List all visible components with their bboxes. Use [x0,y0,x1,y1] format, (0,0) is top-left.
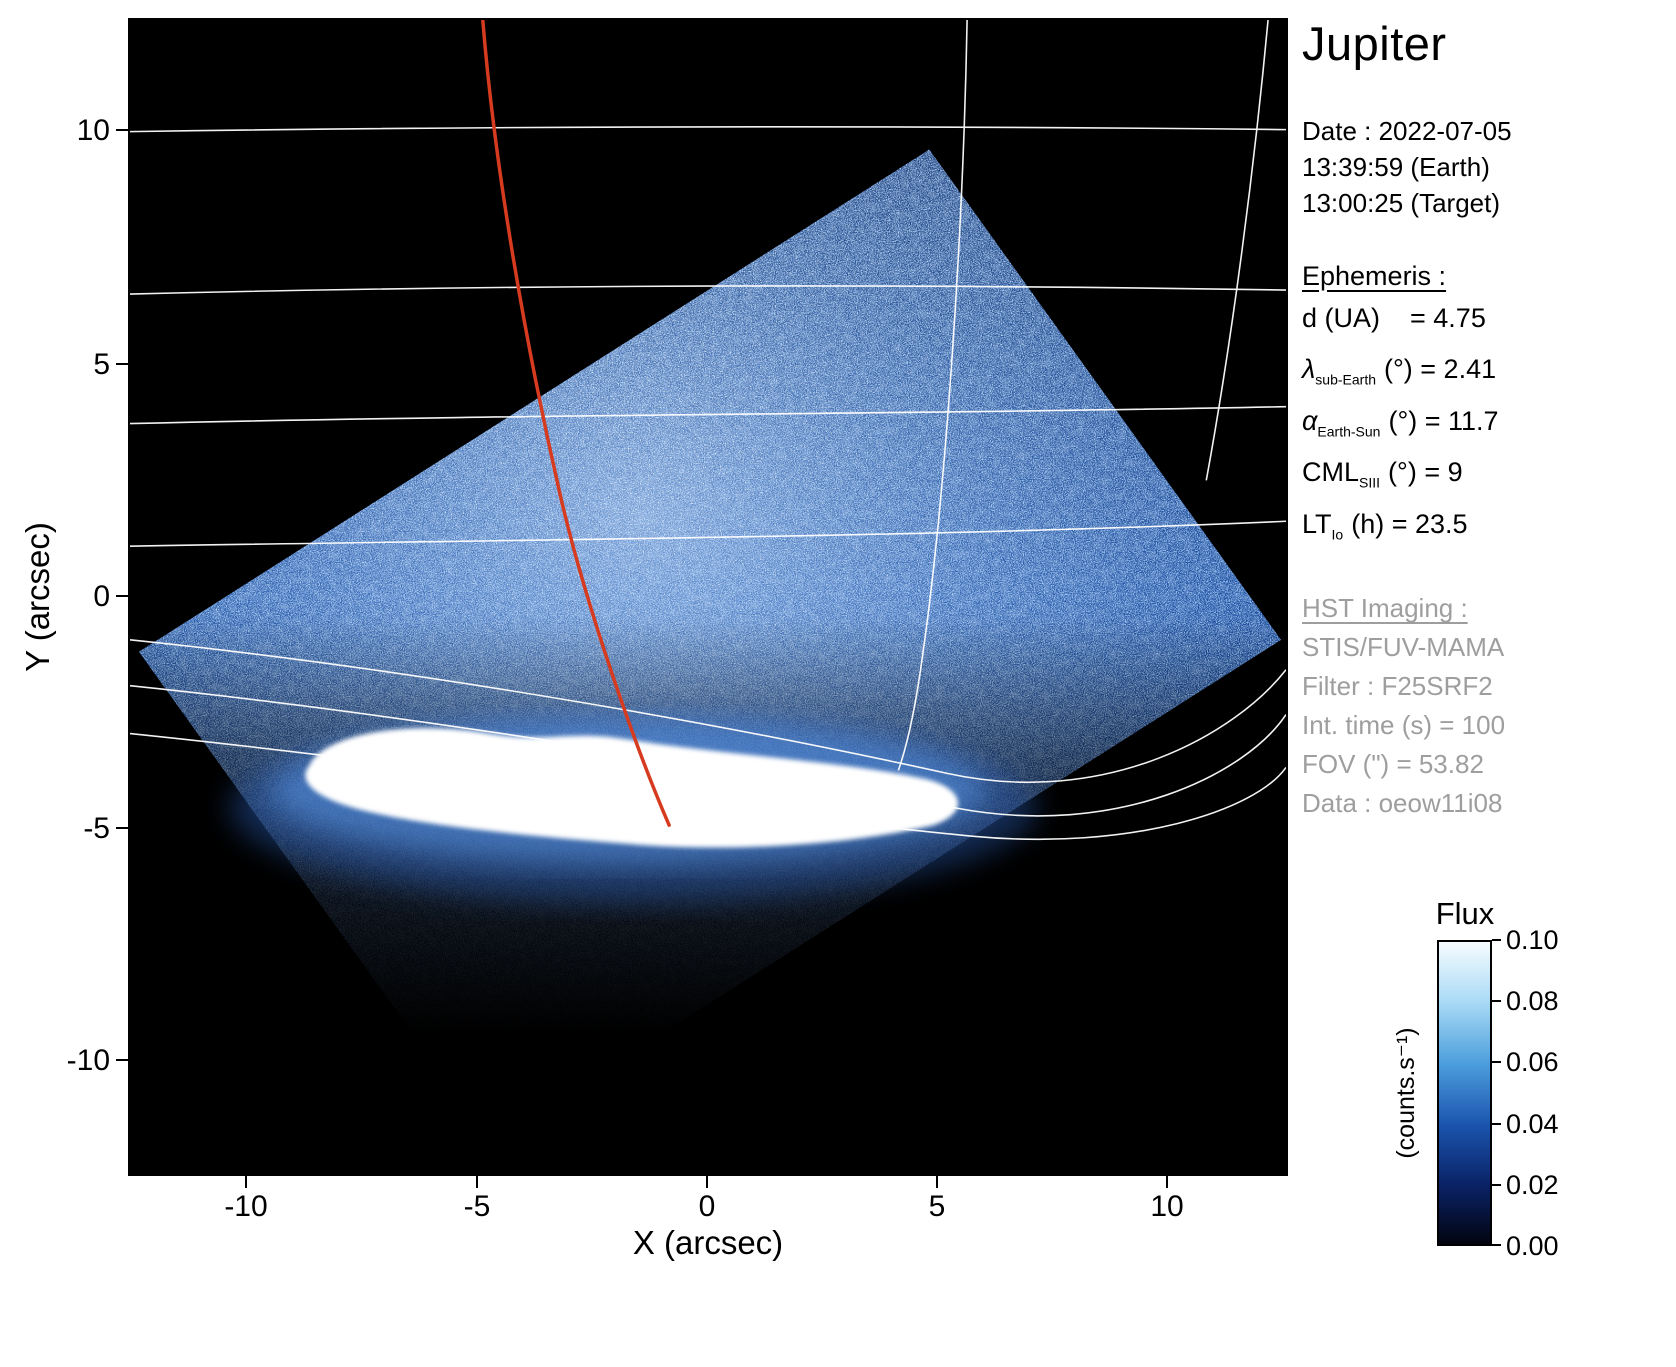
y-tick [116,129,128,131]
ephemeris-subscript: SIII [1359,474,1381,491]
hst-integration-time: Int. time (s) = 100 [1302,709,1506,740]
latitude-line [130,285,1286,295]
x-tick [245,1176,247,1188]
colorbar-tick [1492,1061,1501,1063]
ephemeris-value: (°) = 9 [1388,457,1463,488]
y-tick-label: 5 [93,348,110,381]
date-label: Date : 2022-07-05 [1302,116,1512,146]
ephemeris-symbol: d (UA) [1302,303,1381,333]
x-tick [1166,1176,1168,1188]
latitude-line [130,405,1286,425]
plot-area [128,18,1288,1176]
hst-fov: FOV (") = 53.82 [1302,748,1484,779]
y-tick-label: 0 [93,580,110,613]
x-tick [936,1176,938,1188]
ephemeris-symbol: λ [1302,354,1316,385]
y-axis-label: Y (arcsec) [19,522,56,672]
hst-instrument: STIS/FUV-MAMA [1302,631,1505,662]
graticule [130,20,1286,841]
hst-data-id: Data : oeow11i08 [1302,787,1503,818]
colorbar-tick [1492,1244,1501,1246]
y-tick [116,595,128,597]
limb-line [130,684,1286,817]
colorbar-title: Flux [1435,896,1495,931]
latitude-line [130,126,1286,133]
info-panel: Jupiter Date : 2022-07-05 13:39:59 (Eart… [1302,16,1674,823]
colorbar-tick [1492,1184,1501,1186]
observation-time-block: Date : 2022-07-05 13:39:59 (Earth) 13:00… [1302,113,1674,221]
colorbar-tick [1492,1123,1501,1125]
time-earth: 13:39:59 (Earth) [1302,152,1490,182]
y-tick [116,363,128,365]
ephemeris-value: (°) = 11.7 [1388,405,1499,436]
meridian-line [897,20,968,771]
ephemeris-symbol: LT [1302,508,1332,539]
colorbar-tick-label: 0.02 [1506,1170,1559,1200]
ephemeris-value: (h) = 23.5 [1351,508,1468,539]
ephemeris-line-phase-angle: αEarth-Sun (°) = 11.7 [1302,401,1674,452]
ephemeris-heading: Ephemeris : [1302,261,1447,291]
meridian-line [1205,20,1269,481]
x-tick-label: -10 [224,1190,268,1223]
colorbar-tick-label: 0.04 [1506,1109,1559,1139]
hst-imaging-block: HST Imaging : STIS/FUV-MAMA Filter : F25… [1302,589,1674,823]
x-tick-label: 5 [928,1190,946,1223]
ephemeris-subscript: sub-Earth [1315,371,1376,388]
y-tick [116,1059,128,1061]
limb-line [130,732,1286,841]
y-tick-label: -5 [83,812,110,845]
x-tick-label: 0 [698,1190,716,1223]
colorbar-tick [1492,1000,1501,1002]
colorbar-tick [1492,939,1501,941]
ephemeris-line-local-time-io: LTIo (h) = 23.5 [1302,504,1674,555]
ephemeris-value: (°) = 2.41 [1384,354,1497,385]
hst-filter: Filter : F25SRF2 [1302,670,1493,701]
y-tick-label: -10 [66,1044,110,1077]
y-tick [116,827,128,829]
x-tick-label: 10 [1150,1190,1184,1223]
ephemeris-symbol: α [1302,405,1318,436]
colorbar-tick-label: 0.06 [1506,1047,1559,1077]
time-target: 13:00:25 (Target) [1302,188,1501,218]
ephemeris-subscript: Io [1331,525,1344,542]
x-axis-label: X (arcsec) [632,1224,784,1261]
y-tick-label: 10 [76,114,110,147]
x-tick [706,1176,708,1188]
ephemeris-symbol: CML [1302,457,1360,488]
colorbar [1437,940,1492,1246]
ephemeris-line-cml: CMLSIII (°) = 9 [1302,452,1674,503]
colorbar-units-label: (counts.s⁻¹) [1392,1027,1420,1159]
x-tick-label: -5 [463,1190,491,1223]
track-curve [481,20,671,827]
colorbar-tick-label: 0.10 [1506,925,1559,955]
ephemeris-value: = 4.75 [1410,303,1486,333]
ephemeris-line-distance: d (UA) = 4.75 [1302,298,1674,349]
page-title: Jupiter [1302,17,1447,70]
latitude-line [130,520,1286,547]
x-tick [476,1176,478,1188]
limb-line [130,639,1286,783]
colorbar-tick-label: 0.00 [1506,1231,1559,1261]
auroral-oval [305,728,959,848]
ephemeris-subscript: Earth-Sun [1317,423,1381,440]
colorbar-tick-label: 0.08 [1506,986,1559,1016]
hst-imaging-heading: HST Imaging : [1302,592,1468,623]
aurora-image [130,20,1286,1174]
ephemeris-line-sub-earth-lat: λsub-Earth (°) = 2.41 [1302,349,1674,400]
